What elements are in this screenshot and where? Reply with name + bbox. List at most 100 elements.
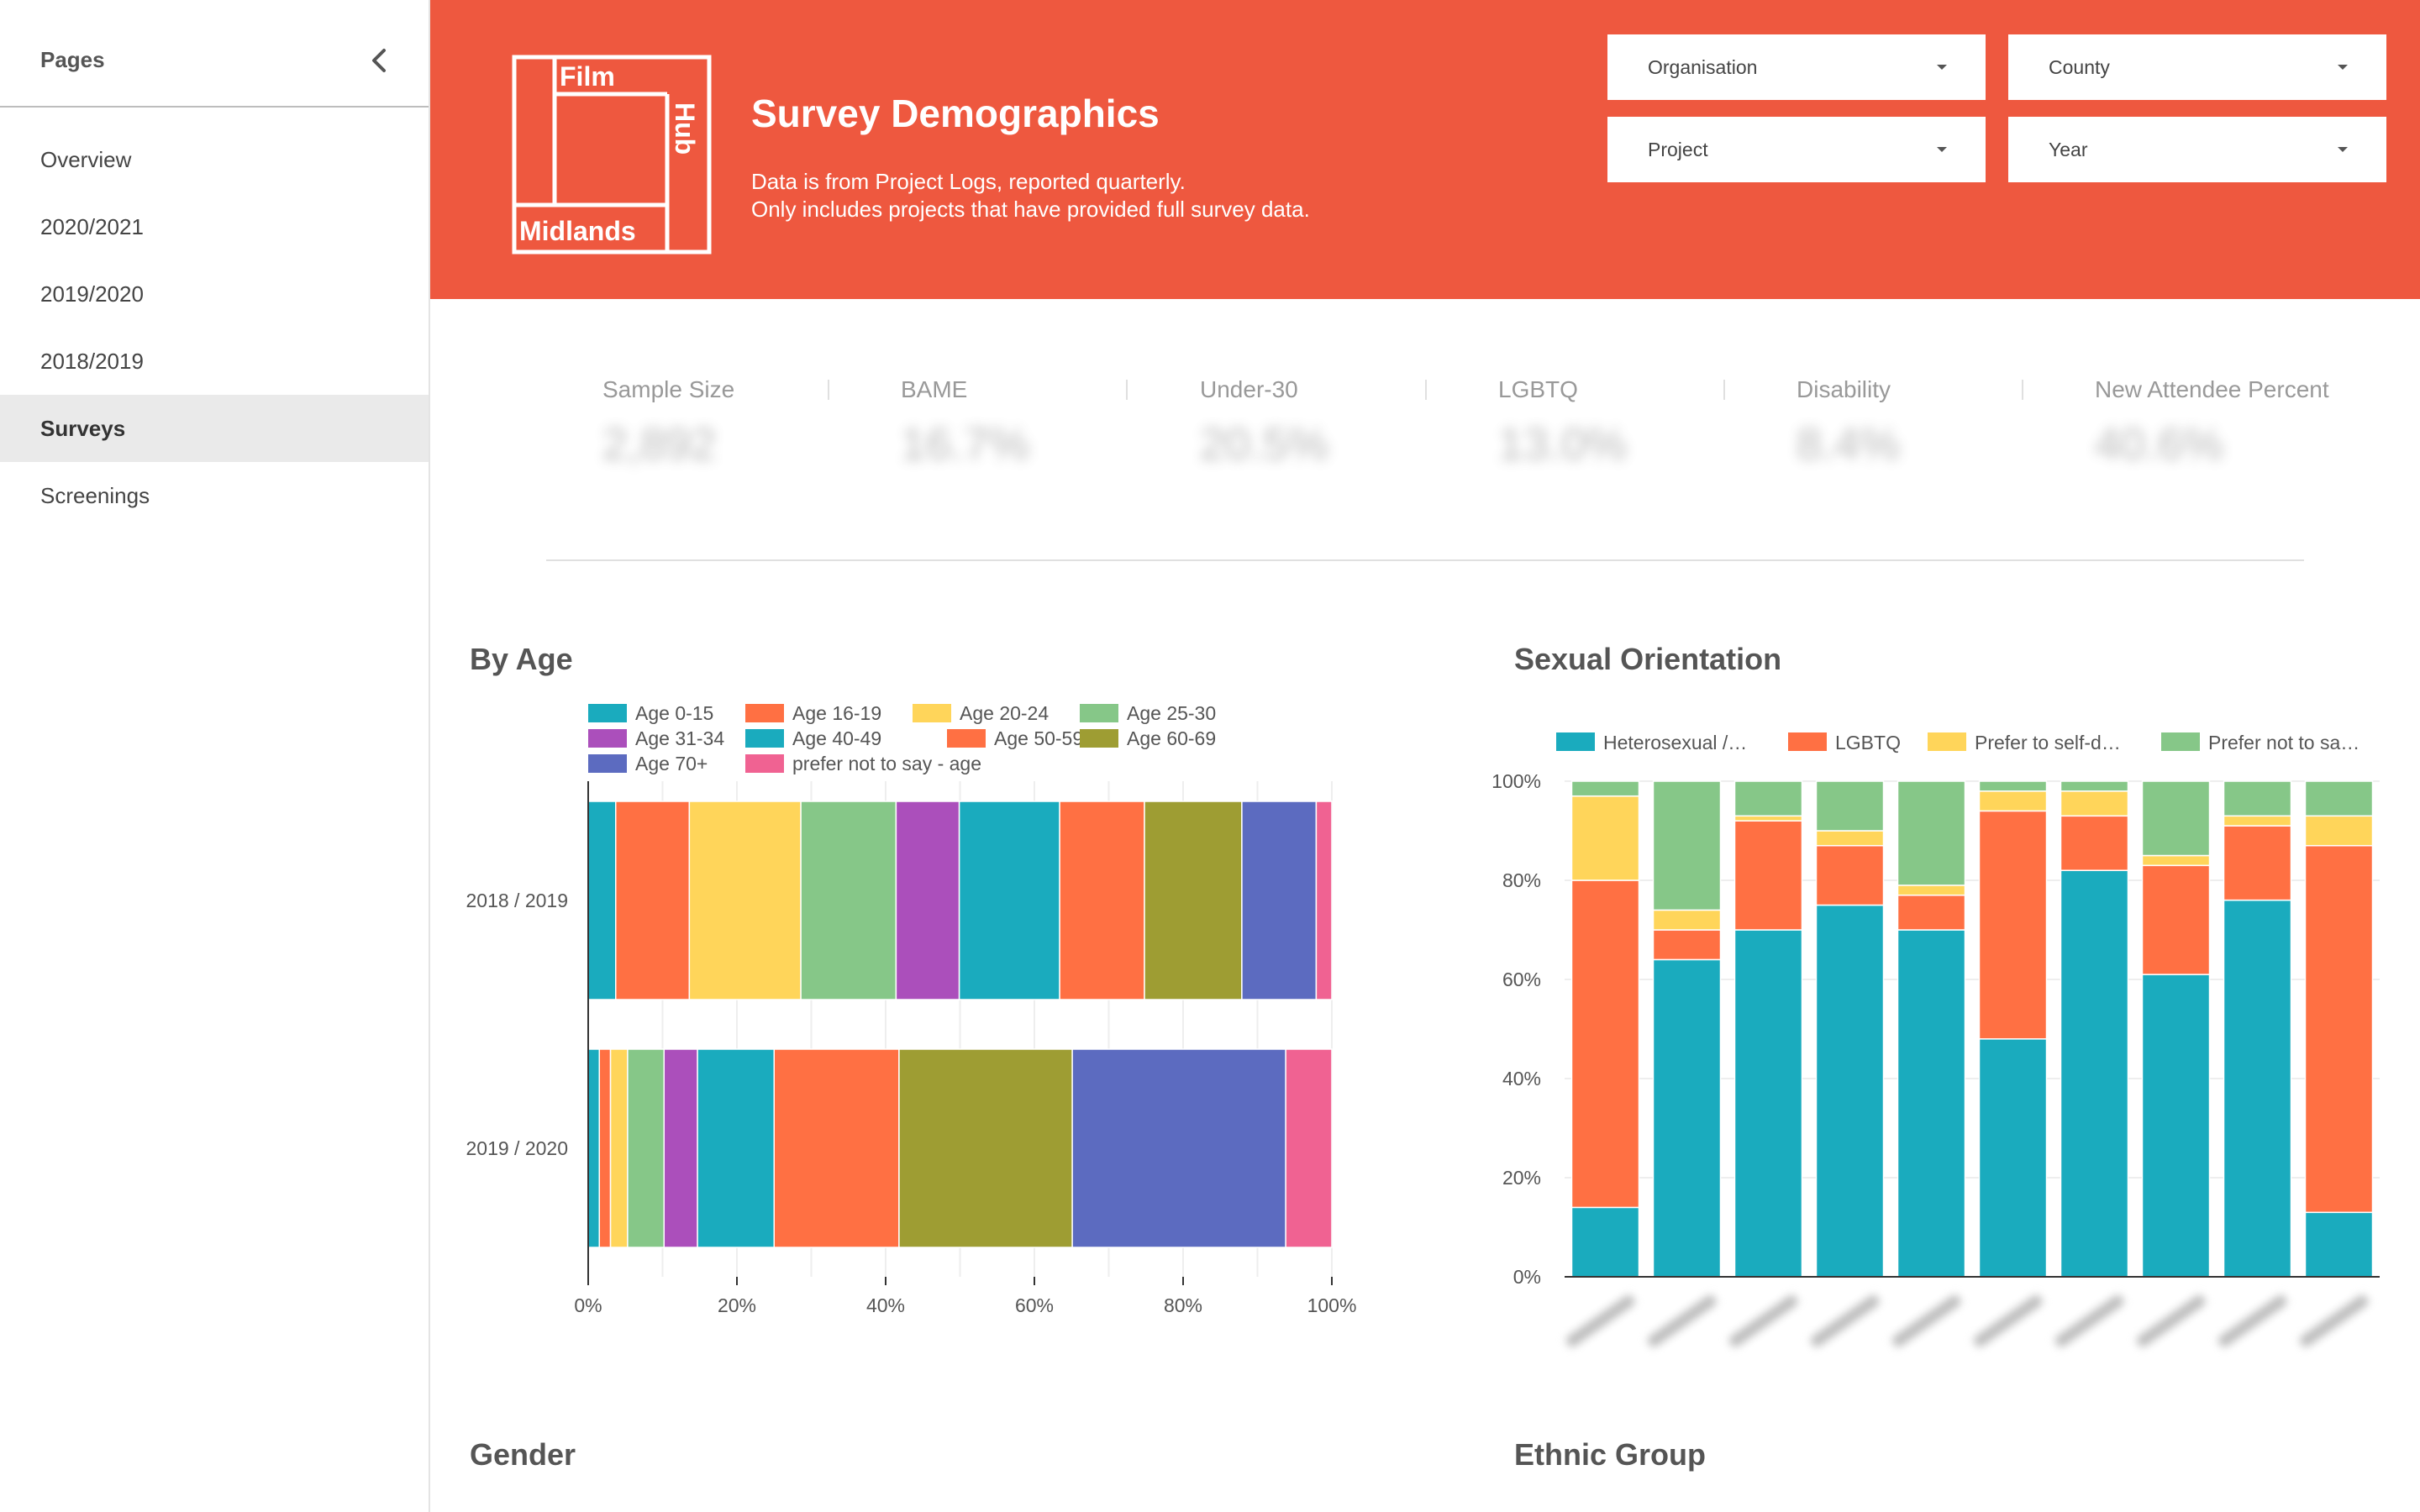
kpi-separator: [1126, 380, 1128, 400]
sidebar-item-surveys[interactable]: Surveys: [0, 395, 429, 462]
dropdown-caret-icon: [1937, 65, 1947, 70]
dropdown-caret-icon: [1937, 147, 1947, 152]
legend-swatch: [1556, 732, 1595, 751]
film-hub-midlands-logo: Film Hub Midlands: [512, 55, 712, 255]
x-tick-label: 0%: [574, 1294, 602, 1316]
legend-label: Age 31-34: [635, 727, 724, 749]
legend-label: Prefer to self-d…: [1975, 732, 2121, 753]
blurred-category-label: [1648, 1295, 1717, 1347]
blurred-category-label: [2137, 1295, 2206, 1347]
organisation-filter[interactable]: Organisation: [1607, 34, 1986, 100]
project-filter-label: Project: [1648, 139, 1708, 160]
kpi-value: 8.4%: [1797, 419, 1901, 470]
bar-segment: [1241, 801, 1318, 1000]
category-label: 2019 / 2020: [466, 1137, 568, 1159]
age-stacked-bar-chart: Age 0-15 Age 16-19 Age 20-24 Age 25-30 Age 3…: [466, 702, 1357, 1316]
kpi-value: 2,892: [602, 419, 717, 470]
bar-segment: [1285, 1048, 1333, 1248]
legend-label: prefer not to say - age: [792, 753, 981, 774]
page-title: Survey Demographics: [751, 92, 1160, 135]
bar-segment: [697, 1048, 775, 1248]
bar-segment: [1978, 810, 2048, 1040]
sidebar-item-2018-2019[interactable]: 2018/2019: [40, 349, 144, 374]
bar-segment: [773, 1048, 900, 1248]
bar-segment: [1978, 780, 2048, 792]
bar-segment: [2141, 864, 2211, 975]
bar-segment: [1815, 830, 1885, 847]
bar-segment: [1733, 815, 1803, 822]
legend-swatch: [1080, 704, 1118, 722]
bar-segment: [2060, 815, 2129, 871]
legend-swatch: [913, 704, 951, 722]
year-filter[interactable]: Year: [2008, 117, 2386, 182]
bar-segment: [1570, 780, 1640, 797]
report-header: Film Hub Midlands Survey Demographics Da…: [430, 0, 2420, 299]
x-tick-label: 100%: [1307, 1294, 1357, 1316]
project-filter[interactable]: Project: [1607, 117, 1986, 182]
bar-segment: [627, 1048, 666, 1248]
legend-label: Prefer not to sa…: [2208, 732, 2360, 753]
bar-segment: [2141, 974, 2211, 1278]
sidebar-header: Pages: [0, 0, 429, 108]
bar-segment: [1570, 1206, 1640, 1278]
bar-segment: [1815, 904, 1885, 1278]
bar-segment: [800, 801, 897, 1000]
sidebar-item-screenings[interactable]: Screenings: [40, 483, 150, 508]
legend-swatch: [2161, 732, 2200, 751]
logo-word-film: Film: [560, 61, 615, 92]
y-tick-label: 60%: [1502, 969, 1541, 990]
y-tick-label: 40%: [1502, 1068, 1541, 1089]
legend-swatch: [1928, 732, 1966, 751]
subtitle-line-1: Data is from Project Logs, reported quar…: [751, 169, 1186, 194]
legend-label: Age 70+: [635, 753, 708, 774]
bar-segment: [2304, 780, 2374, 817]
sidebar-item-2020-2021[interactable]: 2020/2021: [40, 214, 144, 239]
blurred-category-label: [2218, 1295, 2287, 1347]
bar-segment: [2304, 815, 2374, 847]
blurred-category-label: [1729, 1295, 1798, 1347]
y-tick-label: 0%: [1513, 1266, 1541, 1288]
bar-segment: [2223, 825, 2292, 901]
bar-segment: [1978, 790, 2048, 812]
kpi-value: 20.5%: [1200, 419, 1329, 470]
kpi-separator: [2022, 380, 2023, 400]
county-filter-label: County: [2049, 56, 2110, 78]
legend-swatch: [588, 704, 627, 722]
bar-segment: [2060, 780, 2129, 792]
kpi-label: Disability: [1797, 376, 1891, 402]
bar-segment: [1815, 780, 1885, 832]
kpi-value: 40.6%: [2095, 419, 2224, 470]
kpi-bame: BAME 16.7%: [901, 376, 1153, 470]
sidebar-item-2019-2020[interactable]: 2019/2020: [40, 281, 144, 307]
bar-segment: [898, 1048, 1073, 1248]
bar-segment: [2141, 780, 2211, 857]
bar-segment: [958, 801, 1060, 1000]
x-tick-label: 40%: [866, 1294, 905, 1316]
bar-segment: [1897, 780, 1966, 886]
bar-segment: [1733, 780, 1803, 817]
legend-label: Age 40-49: [792, 727, 881, 749]
sidebar-nav: Overview 2020/2021 2019/2020 2018/2019 S…: [0, 126, 429, 529]
chevron-left-icon[interactable]: [363, 44, 397, 77]
section-title-orientation: Sexual Orientation: [1514, 642, 1782, 676]
bar-segment: [663, 1048, 698, 1248]
bar-segment: [609, 1048, 629, 1248]
kpi-separator: [1425, 380, 1427, 400]
legend-label: Age 25-30: [1127, 702, 1216, 724]
county-filter[interactable]: County: [2008, 34, 2386, 100]
bar-segment: [614, 801, 691, 1000]
kpi-value: 16.7%: [901, 419, 1030, 470]
sidebar-item-overview[interactable]: Overview: [40, 147, 132, 172]
dropdown-caret-icon: [2338, 65, 2348, 70]
kpi-lgbtq: LGBTQ 13.0%: [1498, 376, 1750, 470]
page-subtitle: Data is from Project Logs, reported quar…: [751, 168, 1310, 223]
sidebar: Pages Overview 2020/2021 2019/2020 2018/…: [0, 0, 430, 1512]
organisation-filter-label: Organisation: [1648, 56, 1758, 78]
legend-swatch: [745, 704, 784, 722]
orientation-stacked-column-chart: Heterosexual /… LGBTQ Prefer to self-d… Pre…: [1491, 732, 2380, 1347]
blurred-category-label: [1974, 1295, 2043, 1347]
legend-swatch: [1788, 732, 1827, 751]
bar-segment: [1652, 780, 1722, 911]
kpi-value: 13.0%: [1498, 419, 1628, 470]
subtitle-line-2: Only includes projects that have provide…: [751, 197, 1310, 222]
